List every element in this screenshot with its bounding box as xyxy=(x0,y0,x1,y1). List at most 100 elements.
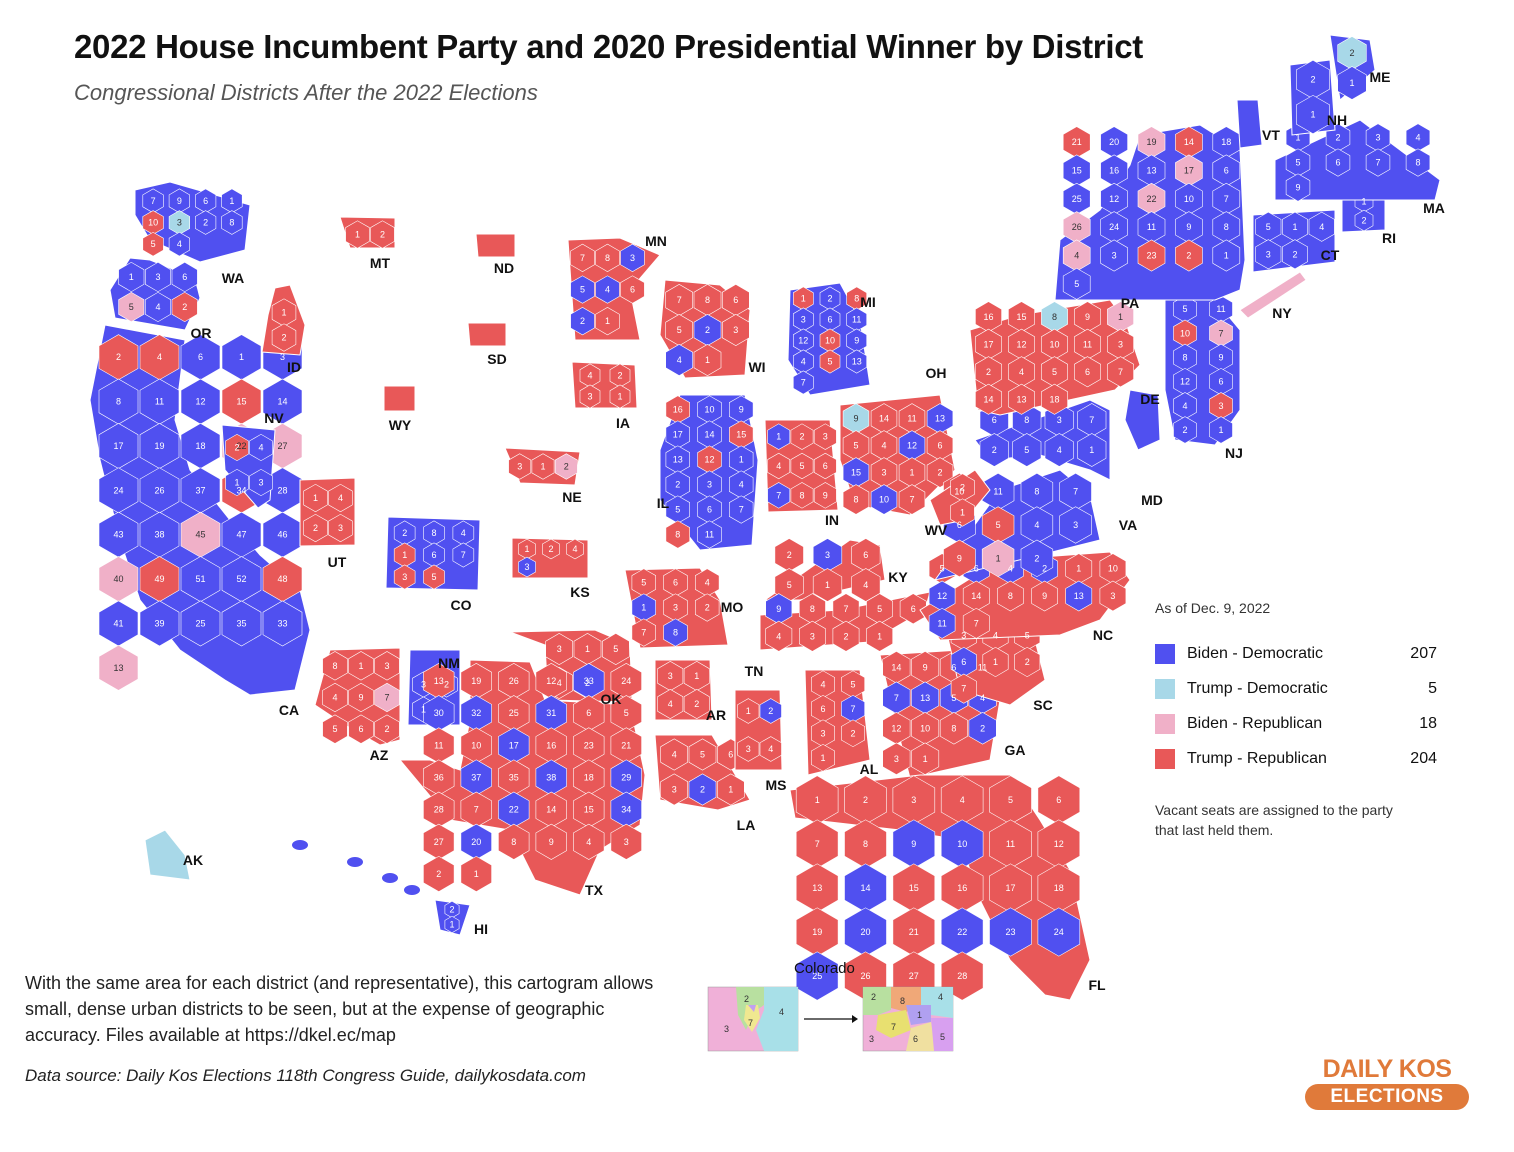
district-tile xyxy=(1173,416,1197,444)
state-shape-sd xyxy=(467,322,507,347)
district-number: 14 xyxy=(1184,137,1194,147)
district-number: 7 xyxy=(961,684,966,694)
district-tile xyxy=(737,698,760,724)
district-number: 7 xyxy=(677,295,682,305)
district-tile xyxy=(882,742,911,775)
district-number: 1 xyxy=(641,603,646,613)
inset-district-label: 2 xyxy=(744,994,749,1004)
district-number: 7 xyxy=(1224,194,1229,204)
district-tile xyxy=(452,542,475,568)
district-number: 13 xyxy=(935,414,945,424)
hawaii-island xyxy=(292,840,308,850)
district-tile xyxy=(1077,433,1107,467)
state-label-ms: MS xyxy=(766,777,787,793)
district-number: 1 xyxy=(402,550,407,560)
district-tile xyxy=(579,384,601,409)
district-number: 2 xyxy=(992,445,997,455)
district-tile xyxy=(328,483,353,513)
district-number: 4 xyxy=(587,371,592,381)
district-number: 15 xyxy=(1016,312,1026,322)
district-tile xyxy=(348,651,374,681)
district-number: 2 xyxy=(281,333,286,343)
district-number: 5 xyxy=(641,578,646,588)
district-number: 7 xyxy=(801,378,806,388)
state-label-md: MD xyxy=(1141,492,1163,508)
state-label-ak: AK xyxy=(183,852,203,868)
district-number: 4 xyxy=(705,578,710,588)
map-title: 2022 House Incumbent Party and 2020 Pres… xyxy=(74,28,1143,65)
colorado-inset-title: Colorado xyxy=(794,960,855,977)
district-number: 21 xyxy=(909,927,919,937)
district-number: 30 xyxy=(434,708,444,718)
district-tile xyxy=(962,607,990,639)
state-shape-nd xyxy=(475,233,516,258)
district-tile xyxy=(1255,239,1282,270)
district-number: 4 xyxy=(1019,367,1024,377)
district-tile xyxy=(221,600,262,647)
district-number: 3 xyxy=(894,754,899,764)
district-tile xyxy=(518,556,536,578)
district-number: 5 xyxy=(1008,795,1013,805)
district-number: 2 xyxy=(1292,249,1297,259)
district-tile xyxy=(303,483,328,513)
hawaii-island xyxy=(404,885,420,895)
district-tile xyxy=(535,823,567,860)
district-tile xyxy=(1107,356,1134,388)
state-label-ok: OK xyxy=(601,691,622,707)
district-number: 1 xyxy=(239,352,244,362)
logo-line-2: ELECTIONS xyxy=(1305,1084,1469,1110)
district-number: 7 xyxy=(641,628,646,638)
district-number: 12 xyxy=(1016,339,1026,349)
district-tile xyxy=(1209,416,1233,444)
district-number: 1 xyxy=(1076,564,1081,574)
data-source: Data source: Daily Kos Elections 118th C… xyxy=(25,1066,586,1085)
district-number: 4 xyxy=(820,679,825,689)
district-tile xyxy=(328,513,353,543)
district-number: 5 xyxy=(151,239,156,249)
legend-label: Trump - Democratic xyxy=(1187,679,1328,697)
district-number: 11 xyxy=(937,618,946,628)
state-label-nh: NH xyxy=(1327,112,1347,128)
district-number: 3 xyxy=(707,480,712,490)
district-number: 1 xyxy=(1361,197,1366,207)
district-number: 3 xyxy=(746,744,751,754)
district-number: 4 xyxy=(768,744,773,754)
colorado-inset-graphic: 2 4 3 7 2 8 4 7 3 6 5 1 xyxy=(707,986,954,1052)
district-tile xyxy=(545,633,574,665)
state-label-in: IN xyxy=(825,512,839,528)
district-number: 20 xyxy=(860,927,870,937)
district-tile xyxy=(968,712,997,745)
district-number: 24 xyxy=(621,676,631,686)
district-tile xyxy=(221,210,243,235)
colorado-before-map: 2 4 3 7 xyxy=(707,986,799,1052)
state-label-vt: VT xyxy=(1262,127,1280,143)
state-label-wy: WY xyxy=(389,417,412,433)
district-tile xyxy=(348,714,374,744)
district-number: 8 xyxy=(675,530,680,540)
district-number: 5 xyxy=(853,441,858,451)
district-number: 10 xyxy=(954,487,964,497)
district-number: 5 xyxy=(877,604,882,614)
district-tile xyxy=(1014,646,1041,678)
district-number: 10 xyxy=(879,495,889,505)
district-tile xyxy=(1020,539,1054,578)
state-label-nj: NJ xyxy=(1225,445,1243,461)
district-number: 8 xyxy=(605,253,610,263)
district-tile xyxy=(1074,356,1101,388)
district-tile xyxy=(716,773,745,806)
district-number: 25 xyxy=(195,618,205,628)
district-number: 2 xyxy=(580,316,585,326)
district-number: 2 xyxy=(1349,48,1354,58)
district-number: 14 xyxy=(879,414,889,424)
district-number: 45 xyxy=(195,530,205,540)
district-number: 11 xyxy=(978,662,987,672)
district-number: 8 xyxy=(1415,158,1420,168)
district-number: 2 xyxy=(700,785,705,795)
district-number: 4 xyxy=(1182,401,1187,411)
district-number: 7 xyxy=(909,495,914,505)
state-label-hi: HI xyxy=(474,921,488,937)
district-number: 9 xyxy=(823,490,828,500)
district-number: 5 xyxy=(787,580,792,590)
district-number: 2 xyxy=(444,680,449,690)
district-number: 4 xyxy=(863,580,868,590)
